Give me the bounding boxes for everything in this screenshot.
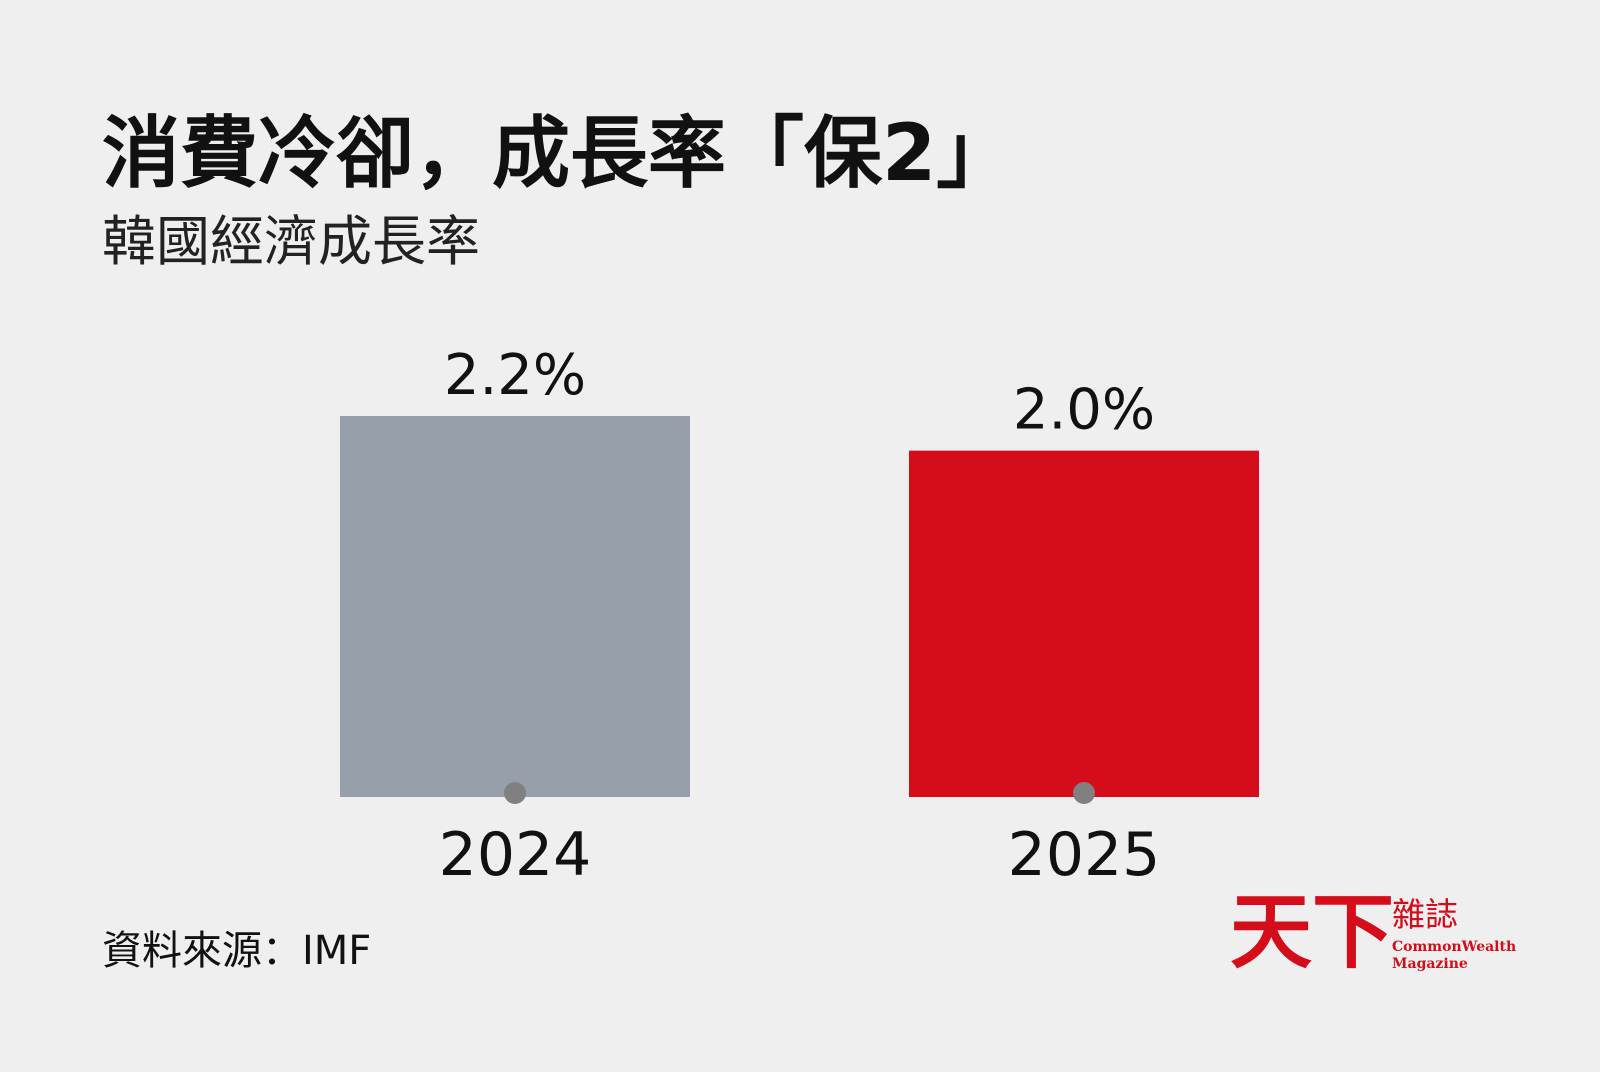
x-tick-label: 2024 [439,820,592,890]
logo-english: Magazine [1392,956,1468,972]
logo: 天下 雜誌 CommonWealth Magazine [1230,884,1516,980]
logo-name: 天下 [1230,884,1394,980]
value-label: 2.2% [444,343,586,408]
chart-title: 消費冷卻，成長率「保2」 [102,109,1014,199]
source: 資料來源：IMF [102,928,371,974]
baseline-dot [1073,782,1095,804]
logo-english: CommonWealth [1392,939,1516,955]
baseline-dot [504,782,526,804]
bar [909,450,1259,797]
bar [340,416,690,797]
x-tick-label: 2025 [1008,820,1161,890]
chart-subtitle: 韓國經濟成長率 [102,210,480,273]
value-label: 2.0% [1013,378,1155,443]
logo-sub: 雜誌 [1392,895,1458,934]
